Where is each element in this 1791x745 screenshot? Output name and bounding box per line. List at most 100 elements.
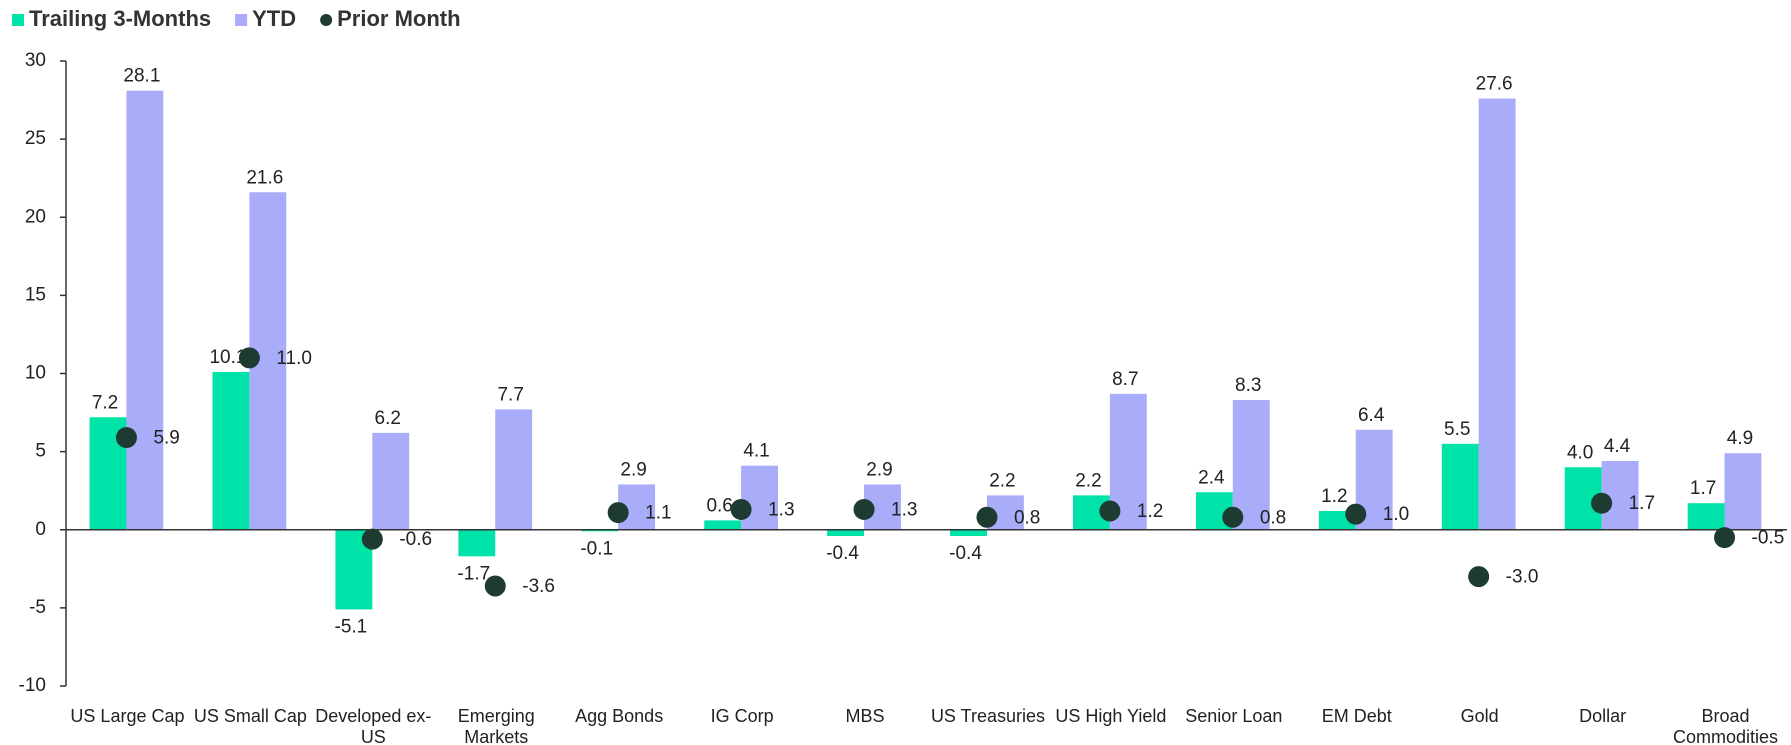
- y-tick-label: 0: [35, 519, 46, 540]
- dot: [238, 347, 260, 369]
- bar-value-label: 21.6: [246, 167, 283, 188]
- x-tick-label: Agg Bonds: [575, 706, 663, 726]
- x-tick-label: Broad Commodities: [1673, 706, 1778, 745]
- bar: [1724, 453, 1762, 530]
- bar: [458, 529, 496, 557]
- dot-value-label: -3.0: [1506, 567, 1539, 588]
- x-tick-label: EM Debt: [1322, 706, 1392, 726]
- bar-value-label: 8.7: [1112, 369, 1138, 390]
- bar-value-label: 7.7: [497, 384, 523, 405]
- bar-value-label: -5.1: [335, 616, 368, 637]
- y-tick-label: -5: [29, 597, 46, 618]
- y-tick-label: 25: [25, 128, 46, 149]
- dot: [730, 498, 752, 520]
- dot: [1099, 500, 1121, 522]
- dot-value-label: 1.3: [891, 499, 917, 520]
- bar: [1478, 98, 1516, 530]
- bar-value-label: 0.6: [706, 495, 732, 516]
- dot-value-label: 1.2: [1137, 501, 1163, 522]
- dot-value-label: 1.1: [645, 503, 671, 524]
- x-tick-label: Senior Loan: [1185, 706, 1282, 726]
- bar-value-label: 2.4: [1198, 467, 1225, 488]
- dot-value-label: -0.6: [399, 529, 432, 550]
- bar-value-label: 8.3: [1235, 375, 1261, 396]
- legend-label: YTD: [252, 6, 296, 31]
- legend-marker: [235, 14, 248, 26]
- bar: [212, 371, 250, 530]
- dot: [853, 498, 875, 520]
- dot-value-label: 5.9: [153, 428, 179, 449]
- dot-value-label: -3.6: [522, 576, 555, 597]
- legend-label: Trailing 3-Months: [29, 6, 211, 31]
- bar-value-label: 7.2: [92, 392, 118, 413]
- y-tick-label: -10: [19, 675, 46, 696]
- bar-value-label: 2.9: [866, 459, 892, 480]
- bar-value-label: -1.7: [457, 563, 490, 584]
- dot: [607, 502, 629, 524]
- bar: [1687, 503, 1725, 530]
- bar-value-label: 28.1: [123, 66, 160, 87]
- x-tick-label: Dollar: [1579, 706, 1626, 726]
- bar-value-label: 5.5: [1444, 419, 1470, 440]
- dot: [1345, 503, 1367, 525]
- dot-value-label: 1.7: [1629, 493, 1655, 514]
- dot-value-label: 0.8: [1260, 507, 1286, 528]
- y-tick-label: 15: [25, 284, 46, 305]
- bar-value-label: -0.4: [949, 543, 982, 564]
- bar: [581, 529, 619, 532]
- bar-value-label: 1.7: [1690, 478, 1716, 499]
- dot-value-label: 1.3: [768, 499, 794, 520]
- bar-value-label: 6.4: [1358, 405, 1385, 426]
- bar: [827, 529, 865, 536]
- bar-value-label: -0.4: [826, 543, 859, 564]
- legend-marker: [320, 14, 333, 26]
- bar: [1441, 443, 1479, 530]
- bar-value-label: 10.1: [209, 347, 246, 368]
- bar: [372, 432, 410, 530]
- x-tick-label: Emerging Markets: [458, 706, 535, 745]
- bar-value-label: 4.4: [1604, 436, 1631, 457]
- bar: [126, 90, 164, 530]
- bar-value-label: 2.2: [989, 470, 1015, 491]
- bar-value-label: 1.2: [1321, 486, 1347, 507]
- dot: [1222, 506, 1244, 528]
- bar-value-label: 27.6: [1476, 74, 1513, 95]
- dot-value-label: -0.5: [1752, 528, 1785, 549]
- bar-value-label: 2.9: [620, 459, 646, 480]
- x-tick-label: US Small Cap: [194, 706, 307, 726]
- y-tick-label: 30: [25, 50, 46, 71]
- dot-value-label: 11.0: [276, 348, 312, 369]
- x-tick-label: Gold: [1461, 706, 1499, 726]
- x-tick-label: IG Corp: [711, 706, 774, 726]
- bar-value-label: 4.0: [1567, 442, 1593, 463]
- bar: [1232, 400, 1270, 530]
- bar: [741, 465, 778, 530]
- legend-marker: [12, 14, 24, 26]
- dot: [361, 528, 383, 550]
- bar: [950, 529, 987, 536]
- bar-value-label: 4.9: [1727, 428, 1753, 449]
- dot: [1714, 527, 1736, 549]
- x-tick-label: US Large Cap: [70, 706, 184, 726]
- dot-value-label: 0.8: [1014, 507, 1040, 528]
- legend-label: Prior Month: [337, 6, 460, 31]
- dot: [976, 506, 998, 528]
- dot: [484, 575, 506, 597]
- bar-value-label: 6.2: [375, 408, 401, 429]
- x-tick-label: US Treasuries: [931, 706, 1045, 726]
- bar: [704, 520, 742, 530]
- y-tick-label: 20: [25, 206, 46, 227]
- dot: [1468, 566, 1490, 588]
- bar-value-label: -0.1: [580, 538, 613, 559]
- bar-value-label: 2.2: [1075, 470, 1101, 491]
- y-tick-label: 10: [25, 363, 46, 384]
- dot: [1591, 492, 1613, 514]
- dot-value-label: 1.0: [1383, 504, 1409, 525]
- bar: [495, 409, 533, 530]
- bar-value-label: 4.1: [743, 441, 769, 462]
- y-tick-label: 5: [35, 441, 46, 462]
- x-tick-label: Developed ex-US: [315, 706, 431, 745]
- x-tick-label: US High Yield: [1055, 706, 1166, 726]
- dot: [115, 427, 137, 449]
